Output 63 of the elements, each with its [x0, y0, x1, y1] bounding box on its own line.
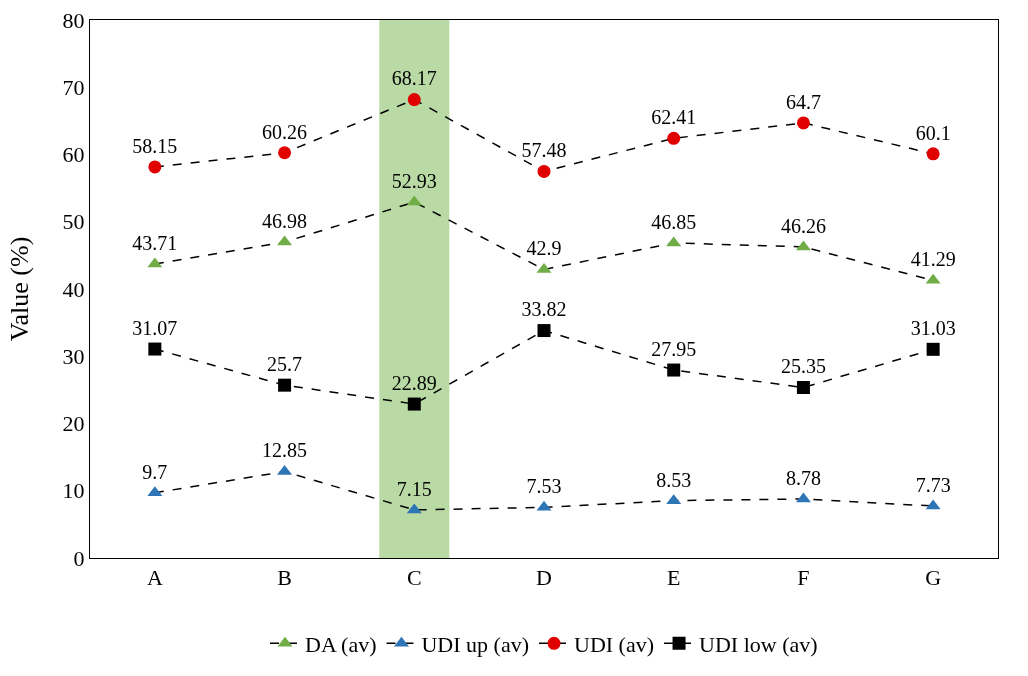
data-label: 42.9: [526, 237, 562, 260]
point: [148, 160, 162, 174]
y-tick-label: 20: [62, 411, 85, 437]
data-label: 22.89: [391, 371, 437, 394]
y-tick-label: 30: [62, 343, 85, 369]
legend-label: UDI low (av): [699, 631, 818, 657]
point: [796, 381, 810, 395]
y-tick-label: 50: [62, 209, 85, 235]
x-tick-label: F: [797, 565, 810, 591]
data-label: 46.98: [262, 209, 308, 232]
point: [278, 378, 292, 392]
y-tick-label: 10: [62, 478, 85, 504]
data-label: 62.41: [651, 106, 697, 129]
point: [537, 164, 551, 178]
x-tick-label: G: [925, 565, 942, 591]
y-tick-label: 80: [62, 7, 85, 33]
y-tick-label: 60: [62, 142, 85, 168]
data-label: 46.26: [780, 214, 826, 237]
y-axis-title: Value (%): [5, 236, 34, 342]
data-label: 27.95: [651, 337, 697, 360]
point: [407, 93, 421, 107]
data-label: 25.35: [780, 355, 826, 378]
data-label: 58.15: [132, 134, 178, 157]
x-tick-label: C: [406, 565, 422, 591]
x-tick-label: D: [536, 565, 552, 591]
legend-label: UDI up (av): [421, 631, 530, 657]
y-tick-label: 0: [73, 545, 85, 571]
x-tick-label: A: [146, 565, 163, 591]
point: [278, 146, 292, 160]
data-label: 7.15: [396, 477, 432, 500]
data-label: 8.78: [785, 466, 821, 489]
data-label: 31.07: [132, 316, 178, 339]
point: [926, 342, 940, 356]
data-label: 60.26: [262, 120, 308, 143]
point: [926, 147, 940, 161]
point: [537, 324, 551, 338]
data-label: 60.1: [915, 121, 951, 144]
point: [148, 342, 162, 356]
data-label: 52.93: [391, 169, 437, 192]
data-label: 33.82: [521, 298, 567, 321]
data-label: 12.85: [262, 439, 308, 462]
y-tick-label: 70: [62, 74, 85, 100]
data-label: 7.73: [915, 473, 951, 496]
legend-label: DA (av): [305, 631, 377, 657]
x-tick-label: E: [666, 565, 681, 591]
data-label: 43.71: [132, 231, 178, 254]
data-label: 31.03: [910, 317, 956, 340]
legend-label: UDI (av): [574, 631, 655, 657]
point: [667, 131, 681, 145]
data-label: 25.7: [267, 353, 303, 376]
data-label: 68.17: [391, 67, 437, 90]
point: [407, 397, 421, 411]
data-label: 64.7: [785, 90, 821, 113]
data-label: 7.53: [526, 475, 562, 498]
data-label: 8.53: [656, 468, 692, 491]
data-label: 46.85: [651, 210, 697, 233]
y-tick-label: 40: [62, 276, 85, 302]
data-label: 9.7: [142, 460, 168, 483]
data-label: 41.29: [910, 248, 956, 271]
x-tick-label: B: [277, 565, 292, 591]
point: [667, 363, 681, 377]
point: [796, 116, 810, 130]
data-label: 57.48: [521, 139, 567, 162]
